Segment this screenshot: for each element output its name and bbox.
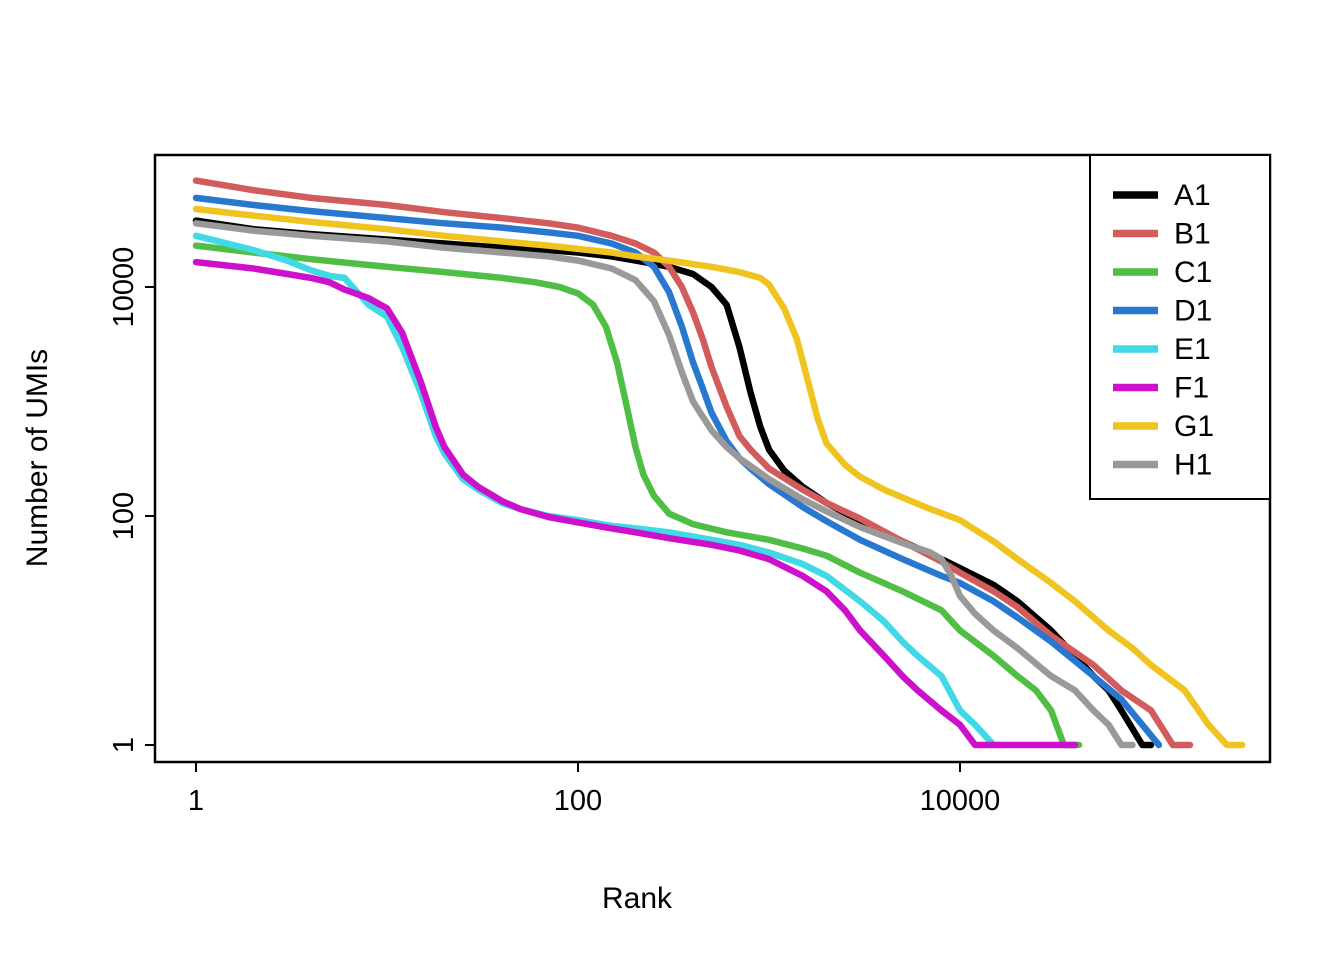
series-group: [192, 177, 1246, 749]
series-line-G1: [192, 205, 1246, 749]
legend-label-F1: F1: [1174, 372, 1209, 405]
series-line-D1: [192, 194, 1163, 749]
legend-label-H1: H1: [1174, 449, 1212, 482]
legend-label-G1: G1: [1174, 410, 1214, 443]
x-tick-label: 10000: [920, 785, 1001, 817]
legend: A1 B1 C1 D1 E1 F1 G1 H1: [1089, 154, 1271, 500]
x-axis-title-text: Rank: [601, 882, 673, 915]
series-line-C1: [192, 242, 1083, 749]
y-tick-label: 100: [108, 492, 140, 540]
y-axis-title: Number of UMIs: [21, 348, 54, 568]
legend-label-D1: D1: [1174, 295, 1212, 328]
series-line-H1: [192, 220, 1136, 749]
legend-label-B1: B1: [1174, 218, 1211, 251]
x-axis-title: Rank: [0, 882, 1344, 916]
legend-box: [1089, 154, 1271, 500]
series-line-B1: [192, 177, 1194, 749]
x-tick-label: 1: [188, 785, 204, 817]
x-tick-label: 100: [554, 785, 602, 817]
series-line-F1: [192, 258, 1079, 749]
y-tick-label: 10000: [108, 247, 140, 328]
legend-label-C1: C1: [1174, 256, 1212, 289]
legend-label-A1: A1: [1174, 179, 1211, 212]
legend-label-E1: E1: [1174, 333, 1211, 366]
y-tick-label: 1: [108, 737, 140, 753]
